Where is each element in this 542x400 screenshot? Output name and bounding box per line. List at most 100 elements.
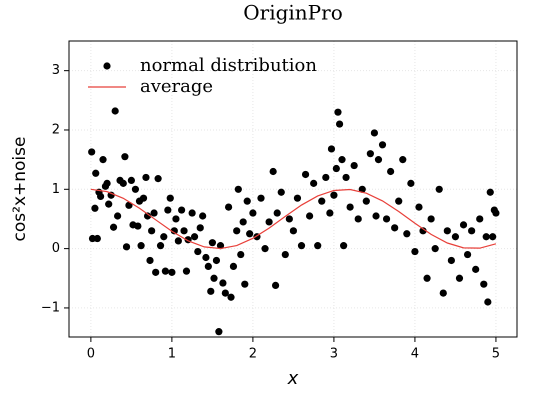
point xyxy=(224,203,233,211)
point xyxy=(188,209,196,217)
point xyxy=(399,156,407,164)
point xyxy=(219,279,227,287)
point xyxy=(443,227,451,235)
point xyxy=(318,197,326,205)
point xyxy=(269,167,277,176)
point xyxy=(476,215,484,223)
point xyxy=(492,209,500,217)
point xyxy=(301,170,310,179)
point xyxy=(314,242,322,250)
point xyxy=(174,237,182,245)
y-tick-label: 1 xyxy=(52,182,60,197)
point xyxy=(207,287,215,295)
point xyxy=(194,247,202,256)
point xyxy=(334,108,342,116)
point xyxy=(459,221,468,229)
point xyxy=(146,256,154,265)
point xyxy=(215,328,223,336)
point xyxy=(119,179,127,187)
x-tick-label: 4 xyxy=(411,347,419,362)
point xyxy=(423,274,431,282)
point xyxy=(362,197,370,205)
plot-frame xyxy=(68,40,518,338)
point xyxy=(439,289,447,297)
point xyxy=(265,218,273,226)
point xyxy=(346,203,354,211)
point xyxy=(161,267,170,275)
y-axis-label: cos²x+noise xyxy=(10,137,30,242)
point xyxy=(180,227,188,235)
point xyxy=(143,212,152,220)
point xyxy=(395,197,403,205)
y-tick-label: 3 xyxy=(52,63,60,78)
point xyxy=(237,250,245,259)
point xyxy=(327,145,336,153)
point xyxy=(354,215,362,223)
point xyxy=(435,185,443,193)
point xyxy=(322,173,330,182)
x-axis-label: x xyxy=(287,368,299,389)
point xyxy=(285,215,293,223)
point xyxy=(168,268,176,276)
point xyxy=(127,176,135,184)
point xyxy=(472,265,480,273)
point xyxy=(293,194,302,202)
point xyxy=(486,188,494,196)
point xyxy=(233,227,241,235)
point xyxy=(306,212,314,220)
point xyxy=(249,209,257,217)
point xyxy=(378,141,387,149)
point xyxy=(139,194,148,202)
point xyxy=(332,164,340,173)
point xyxy=(154,175,162,183)
point xyxy=(96,192,105,201)
point xyxy=(91,204,99,212)
point xyxy=(463,250,472,259)
point xyxy=(182,267,191,275)
point xyxy=(281,250,289,259)
point xyxy=(103,179,111,187)
point xyxy=(330,191,338,199)
point xyxy=(387,167,395,176)
point xyxy=(156,242,165,250)
point xyxy=(431,245,439,253)
point xyxy=(121,153,129,161)
point xyxy=(150,209,158,217)
point xyxy=(415,203,423,211)
point xyxy=(338,156,346,164)
point xyxy=(374,156,383,164)
point xyxy=(370,129,379,137)
point xyxy=(455,274,464,282)
point xyxy=(227,293,235,301)
point xyxy=(273,209,281,217)
point xyxy=(166,194,174,202)
point xyxy=(212,256,221,265)
point xyxy=(152,268,160,276)
point xyxy=(427,215,435,223)
legend-label: normal distribution xyxy=(140,55,317,76)
point xyxy=(297,242,306,250)
point xyxy=(229,262,238,271)
point xyxy=(178,206,186,214)
point xyxy=(411,247,419,256)
point xyxy=(419,227,427,235)
x-tick-label: 3 xyxy=(330,347,338,362)
x-tick-label: 2 xyxy=(249,347,257,362)
point xyxy=(88,148,96,156)
point xyxy=(358,185,366,193)
point xyxy=(208,239,216,247)
y-tick-label: −1 xyxy=(41,300,60,315)
point xyxy=(310,179,318,187)
point xyxy=(234,185,242,193)
point xyxy=(403,230,411,238)
point xyxy=(261,245,269,253)
point xyxy=(451,233,460,241)
chart-title: OriginPro xyxy=(243,1,343,25)
point xyxy=(190,233,199,241)
point xyxy=(204,262,212,271)
point xyxy=(489,233,497,241)
point xyxy=(210,274,218,282)
point xyxy=(221,289,229,297)
point xyxy=(148,227,156,235)
